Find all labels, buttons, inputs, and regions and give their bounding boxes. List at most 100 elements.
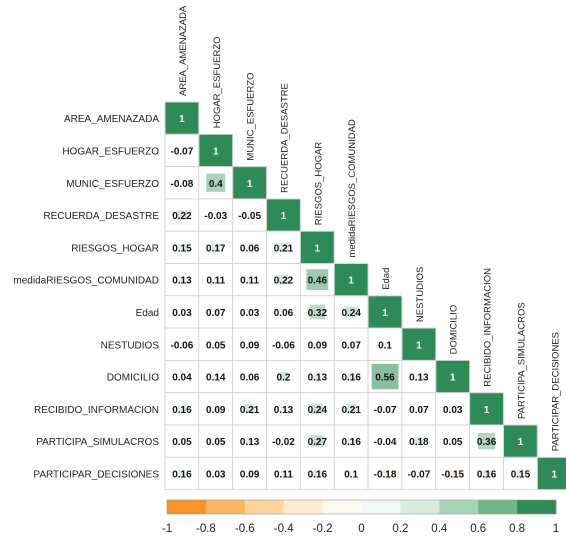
colorbar-border <box>166 499 557 515</box>
heatmap-cell: 0.11 <box>232 263 267 297</box>
cell-value: -0.05 <box>238 211 261 222</box>
heatmap-cell: -0.07 <box>367 392 403 426</box>
colorbar-segment <box>439 500 479 514</box>
heatmap-cell: 0.05 <box>198 327 234 361</box>
heatmap-cell: 0.22 <box>164 198 200 232</box>
cell-value: -0.08 <box>171 179 194 190</box>
cell-value: 0.16 <box>172 469 192 480</box>
cell-value: -0.18 <box>374 469 397 480</box>
cell-value: -0.02 <box>272 437 295 448</box>
heatmap-cell: 1 <box>198 133 234 168</box>
cell-value: 1 <box>281 211 287 222</box>
cell-value: 1 <box>247 179 253 190</box>
cell-value: 0.56 <box>375 373 395 384</box>
column-label: HOGAR_ESFUERZO <box>212 36 223 128</box>
heatmap-cell: 0.03 <box>232 295 267 329</box>
row-label: Edad <box>136 308 159 319</box>
heatmap-cell: 0.07 <box>401 392 437 426</box>
cell-value: 0.09 <box>240 469 260 480</box>
heatmap-cell: 0.16 <box>469 456 504 490</box>
colorbar-tick-label: -0.2 <box>313 523 333 535</box>
heatmap-cell: 0.13 <box>299 359 335 394</box>
cell-value: -0.07 <box>407 469 430 480</box>
heatmap-cell: 0.36 <box>469 424 504 458</box>
cell-value: 0.36 <box>477 437 497 448</box>
heatmap-cell: 0.16 <box>333 359 369 394</box>
cell-value: 0.03 <box>240 308 260 319</box>
cell-value: 0.32 <box>308 308 328 319</box>
row-label: HOGAR_ESFUERZO <box>62 146 159 157</box>
heatmap-cell: -0.06 <box>266 327 301 361</box>
cell-value: 0.21 <box>274 243 294 254</box>
cell-value: 0.07 <box>409 405 429 416</box>
heatmap-cell: -0.08 <box>164 166 200 200</box>
heatmap-cell: 0.24 <box>299 392 335 426</box>
heatmap-cells: 1 -0.07 1 -0.08 0.4 1 0.22 -0.03 -0.05 1 0.15 0.17 0… <box>164 101 566 490</box>
cell-value: 0.16 <box>477 469 497 480</box>
cell-value: 0.05 <box>172 437 192 448</box>
heatmap-cell: -0.06 <box>164 327 200 361</box>
cell-value: 0.06 <box>274 308 294 319</box>
heatmap-cell: -0.05 <box>232 198 267 232</box>
cell-value: 0.03 <box>172 308 192 319</box>
column-label: RECUERDA_DESASTRE <box>279 83 290 193</box>
cell-value: 0.21 <box>341 405 361 416</box>
heatmap-cell: 0.03 <box>435 392 471 426</box>
heatmap-cell: 0.03 <box>198 456 234 490</box>
heatmap-cell: 0.09 <box>299 327 335 361</box>
heatmap-cell: 1 <box>401 327 437 361</box>
heatmap-cell: 1 <box>503 424 538 458</box>
colorbar-tick-label: 0 <box>358 523 364 535</box>
cell-value: 0.1 <box>344 469 358 480</box>
heatmap-cell: 0.56 <box>367 359 403 394</box>
heatmap-cell: 1 <box>469 392 504 426</box>
column-label: NESTUDIOS <box>415 267 426 322</box>
heatmap-cell: 1 <box>164 101 200 135</box>
column-label: RIESGOS_HOGAR <box>313 142 324 226</box>
column-label: PARTICIPAR_DECISIONES <box>550 332 561 451</box>
cell-value: 0.13 <box>274 405 294 416</box>
cell-value: 0.09 <box>240 340 260 351</box>
heatmap-cell: 0.16 <box>164 392 200 426</box>
heatmap-cell: 0.05 <box>435 424 471 458</box>
heatmap-cell: 1 <box>299 230 335 264</box>
cell-value: 0.24 <box>308 405 328 416</box>
cell-value: 0.24 <box>341 308 361 319</box>
heatmap-cell: 0.21 <box>333 392 369 426</box>
cell-value: 0.09 <box>206 405 226 416</box>
column-labels: AREA_AMENAZADA HOGAR_ESFUERZO MUNIC_ESFUER… <box>178 5 561 451</box>
heatmap-cell: 1 <box>435 359 471 394</box>
heatmap-cell: 0.11 <box>198 263 234 297</box>
cell-value: -0.06 <box>272 340 295 351</box>
column-label: medidaRIESGOS_COMUNIDAD <box>347 119 358 257</box>
colorbar-segment <box>167 500 207 514</box>
heatmap-cell: 1 <box>232 166 267 200</box>
colorbar-segment <box>400 500 440 514</box>
heatmap-cell: 0.1 <box>333 456 369 490</box>
heatmap-cell: 0.15 <box>164 230 200 264</box>
heatmap-cell: -0.02 <box>266 424 301 458</box>
cell-value: -0.03 <box>204 211 227 222</box>
colorbar-segment <box>478 500 518 514</box>
cell-value: -0.07 <box>374 405 397 416</box>
heatmap-cell: 0.21 <box>232 392 267 426</box>
colorbar: -1 -0.8 -0.6 -0.4 -0.2 0 0.2 0.4 0.6 0.8 1 <box>162 499 559 535</box>
heatmap-cell: 1 <box>536 456 566 490</box>
cell-value: 0.11 <box>240 276 259 287</box>
heatmap-cell: 0.14 <box>198 359 234 394</box>
colorbar-segment <box>244 500 284 514</box>
colorbar-tick-label: -1 <box>162 523 172 535</box>
heatmap-cell: -0.03 <box>198 198 234 232</box>
cell-value: 0.07 <box>341 340 361 351</box>
column-label: PARTICIPA_SIMULACROS <box>516 302 527 419</box>
cell-value: 0.46 <box>308 276 328 287</box>
cell-value: -0.04 <box>374 437 397 448</box>
heatmap-cell: 0.15 <box>503 456 538 490</box>
heatmap-cell: 0.05 <box>198 424 234 458</box>
cell-value: 0.06 <box>240 243 260 254</box>
cell-value: 1 <box>348 276 354 287</box>
cell-value: 1 <box>179 114 185 125</box>
cell-value: 1 <box>416 340 422 351</box>
cell-value: 1 <box>518 437 524 448</box>
